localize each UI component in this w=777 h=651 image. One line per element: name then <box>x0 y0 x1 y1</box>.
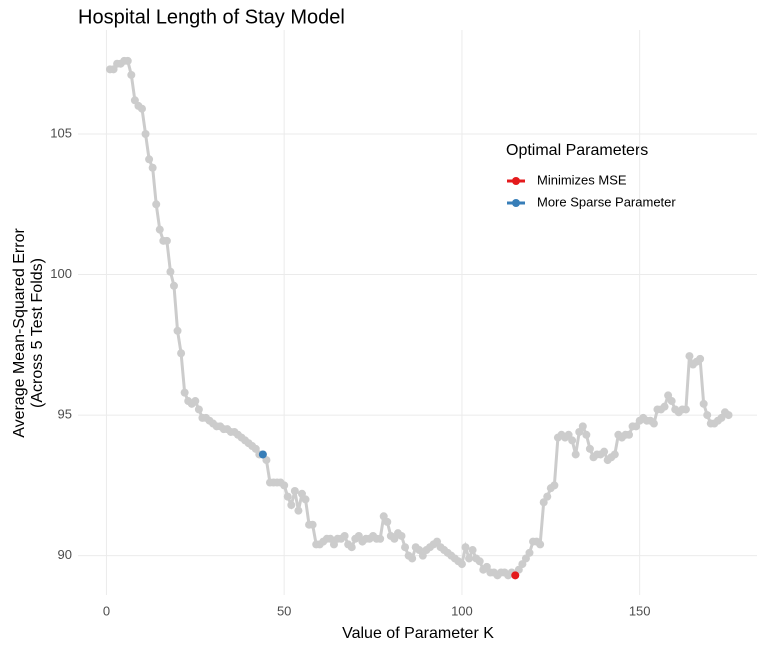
point <box>703 411 712 420</box>
point <box>290 486 299 495</box>
point <box>525 548 534 557</box>
point <box>397 531 406 540</box>
point <box>194 405 203 414</box>
point <box>600 447 609 456</box>
y-tick-label: 100 <box>50 266 72 281</box>
legend-key <box>512 199 520 207</box>
x-tick-label: 100 <box>451 603 473 618</box>
series-line <box>109 59 730 578</box>
point <box>550 481 559 490</box>
point <box>283 492 292 501</box>
point <box>610 450 619 459</box>
point <box>457 560 466 569</box>
point <box>536 540 545 549</box>
point <box>169 281 178 290</box>
point <box>408 554 417 563</box>
legend-title: Optimal Parameters <box>506 142 648 159</box>
point <box>582 430 591 439</box>
point <box>543 492 552 501</box>
point <box>696 354 705 363</box>
y-tick-label: 90 <box>58 547 72 562</box>
point <box>308 520 317 529</box>
point <box>148 163 157 172</box>
point <box>649 419 658 428</box>
point <box>625 430 634 439</box>
point <box>127 70 136 79</box>
legend-label: More Sparse Parameter <box>537 194 676 209</box>
legend-key <box>512 177 520 185</box>
x-axis-label: Value of Parameter K <box>342 625 494 642</box>
point <box>294 506 303 515</box>
point <box>511 571 520 580</box>
point <box>681 405 690 414</box>
legend-label: Minimizes MSE <box>537 172 627 187</box>
point <box>383 517 392 526</box>
point <box>685 352 694 361</box>
point <box>145 155 154 164</box>
y-tick-label: 95 <box>58 407 72 422</box>
point <box>571 450 580 459</box>
point <box>475 557 484 566</box>
point <box>137 104 146 113</box>
point <box>141 130 150 139</box>
y-tick-label: 105 <box>50 125 72 140</box>
point <box>155 225 164 234</box>
x-tick-label: 50 <box>277 603 291 618</box>
point <box>152 200 161 209</box>
point <box>568 436 577 445</box>
point <box>465 554 474 563</box>
point <box>258 450 267 459</box>
point <box>401 543 410 552</box>
point <box>166 267 175 276</box>
point <box>468 546 477 555</box>
x-tick-label: 0 <box>103 603 110 618</box>
y-axis-label: (Across 5 Test Folds) <box>29 258 46 408</box>
point <box>287 501 296 510</box>
point <box>301 495 310 504</box>
point <box>724 411 733 420</box>
chart-title: Hospital Length of Stay Model <box>78 6 345 28</box>
point <box>180 388 189 397</box>
x-tick-label: 150 <box>629 603 651 618</box>
point <box>280 481 289 490</box>
point <box>585 444 594 453</box>
point <box>173 326 182 335</box>
point <box>123 56 132 65</box>
point <box>340 531 349 540</box>
y-axis-label: Average Mean-Squared Error <box>11 228 28 438</box>
point <box>162 236 171 245</box>
point <box>376 534 385 543</box>
point <box>578 422 587 431</box>
point <box>347 543 356 552</box>
point <box>177 349 186 358</box>
point <box>667 397 676 406</box>
point <box>660 402 669 411</box>
point <box>461 543 470 552</box>
grid <box>78 30 757 595</box>
point <box>191 397 200 406</box>
point <box>699 399 708 408</box>
